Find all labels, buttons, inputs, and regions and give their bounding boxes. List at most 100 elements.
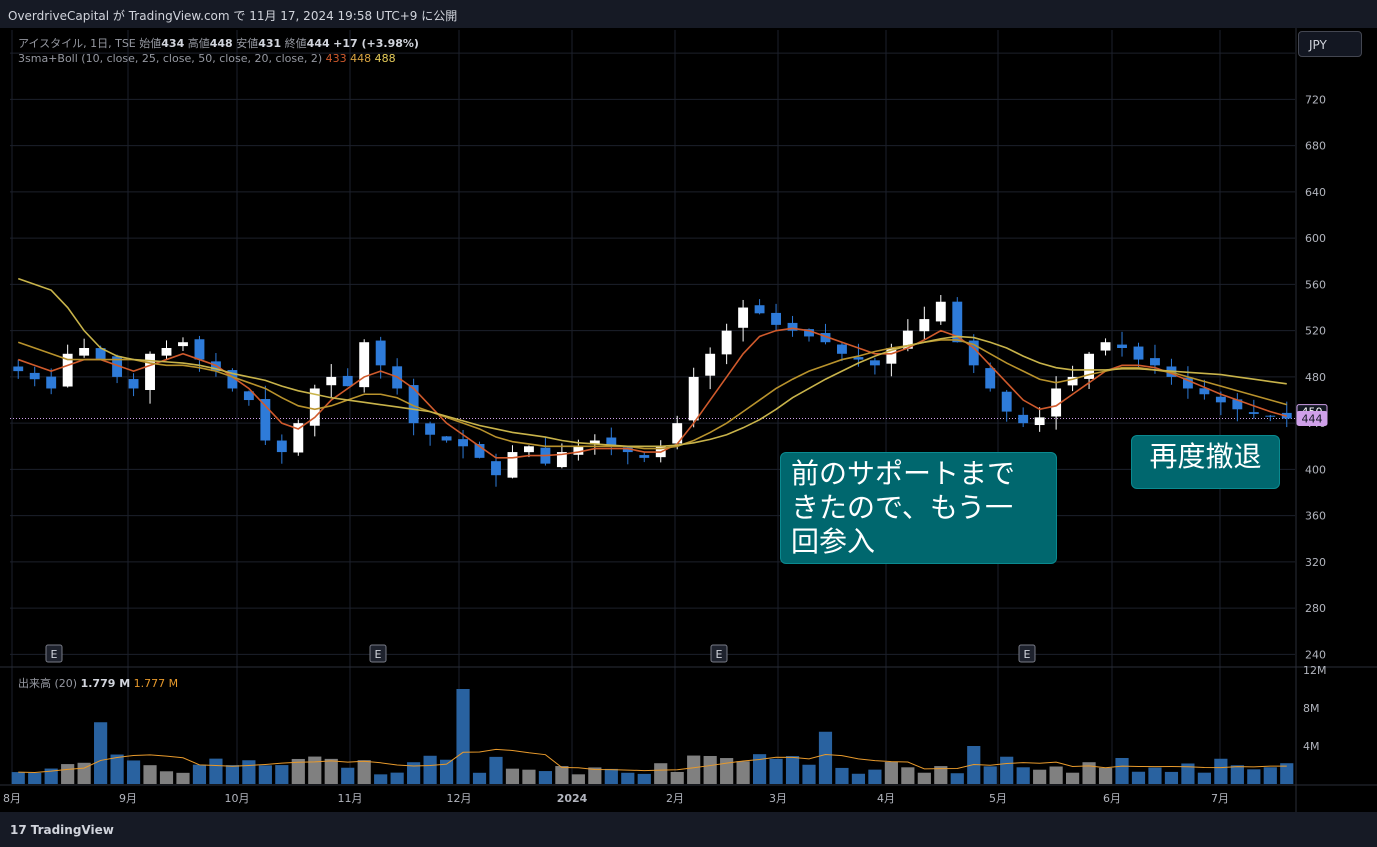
volume-bar [1181, 763, 1195, 784]
volume-bar [11, 772, 25, 784]
volume-label: 出来高 (20) [18, 677, 78, 690]
volume-bar [934, 766, 948, 784]
close-value: 444 [306, 37, 330, 50]
volume-bar [1000, 756, 1014, 784]
x-tick-label: 6月 [1103, 792, 1121, 805]
volume-bar [917, 772, 931, 784]
candle-body [408, 385, 419, 424]
volume-bar [407, 762, 421, 784]
candle-body [441, 436, 452, 441]
candle-body [326, 376, 337, 386]
x-tick-label: 4月 [877, 792, 895, 805]
price-tag [1296, 411, 1328, 427]
volume-bar [1115, 757, 1129, 784]
candle-body [227, 370, 238, 389]
volume-bar [505, 768, 520, 784]
earnings-marker [710, 644, 728, 663]
candle-body [161, 348, 172, 356]
x-tick-label: 9月 [119, 792, 137, 805]
candles [13, 295, 1292, 487]
volume-bar [1197, 772, 1211, 784]
candle-body [622, 447, 633, 453]
volume-bar [126, 760, 141, 784]
publish-header: OverdriveCapital が TradingView.com で 11月… [0, 0, 1377, 28]
candle-body [95, 348, 106, 360]
volume-bar [654, 763, 668, 784]
y-tick-label: 320 [1305, 556, 1326, 569]
volume-bar [439, 759, 454, 784]
change-value: +17 (+3.98%) [333, 37, 419, 50]
volume-bar [341, 767, 355, 784]
candle-body [589, 440, 600, 445]
candle-body [194, 339, 205, 360]
candle-body [112, 356, 123, 377]
candle-body [837, 344, 847, 354]
volume-ma-line [18, 748, 1287, 773]
volume-bar [1131, 771, 1146, 784]
candle-body [1182, 377, 1193, 389]
candle-body [491, 461, 501, 476]
volume-bar [1016, 767, 1030, 784]
ma-line-ma_long [17, 277, 1287, 448]
indicator-name: 3sma+Boll (10, close, 25, close, 50, clo… [18, 52, 323, 65]
candle-body [672, 423, 683, 444]
annotation-callout-support[interactable]: 前のサポートまで きたので、もう一 回参入 [780, 452, 1057, 564]
candle-body [29, 372, 40, 380]
volume-bar [324, 758, 338, 784]
moving-averages [17, 277, 1287, 459]
volume-bar [670, 771, 684, 784]
earnings-label: E [716, 648, 723, 661]
volume-bar [291, 758, 305, 784]
candle-body [721, 330, 732, 355]
candle-body [804, 329, 814, 337]
candle-body [359, 342, 370, 388]
volume-ma-value: 1.777 M [133, 677, 179, 690]
volume-bar [489, 756, 503, 784]
high-label: 高値 [187, 37, 210, 50]
candle-body [985, 368, 996, 389]
volume-bar [374, 774, 388, 784]
candle-body [309, 388, 320, 426]
volume-tick-label: 8M [1303, 702, 1320, 715]
candle-body [1018, 414, 1029, 424]
y-tick-label: 600 [1305, 232, 1326, 245]
candle-body [853, 357, 864, 360]
candle-body [935, 301, 946, 322]
volume-bar [209, 758, 223, 784]
volume-bar [94, 722, 108, 784]
price-chart[interactable]: 7607206806406005605204804404003603202802… [0, 28, 1377, 812]
candle-body [688, 376, 699, 421]
x-tick-label: 10月 [225, 792, 250, 805]
close-label: 終値 [284, 37, 307, 50]
volume-bar [28, 772, 42, 784]
volume-bar [571, 774, 585, 784]
volume-bar [275, 765, 289, 784]
price-tag-label: 444 [1302, 413, 1323, 426]
candle-body [1084, 353, 1095, 379]
volume-bar [720, 758, 734, 784]
ma-line-ma_mid [17, 339, 1287, 450]
volume-bar [176, 772, 190, 784]
candle-body [260, 399, 271, 441]
volume-bar [1082, 762, 1096, 784]
footer-bar: 𝟭𝟳 TradingView [0, 812, 1377, 847]
volume-bar [835, 767, 849, 784]
volume-bar [192, 764, 207, 784]
volume-bar [538, 771, 553, 784]
candle-body [342, 375, 353, 387]
volume-bar [736, 761, 750, 784]
candle-body [507, 452, 518, 478]
candle-body [952, 301, 963, 343]
candle-body [1067, 376, 1078, 386]
candle-body [1232, 399, 1243, 410]
currency-button[interactable]: JPY [1298, 31, 1362, 57]
candle-body [787, 322, 798, 331]
y-tick-label: 480 [1305, 371, 1326, 384]
candle-body [968, 340, 979, 366]
low-value: 431 [258, 37, 282, 50]
volume-bar [868, 769, 882, 784]
volume-bar [802, 764, 816, 784]
annotation-callout-exit[interactable]: 再度撤退 [1131, 435, 1280, 489]
volume-bar [472, 772, 487, 784]
y-tick-label: 680 [1305, 140, 1326, 153]
